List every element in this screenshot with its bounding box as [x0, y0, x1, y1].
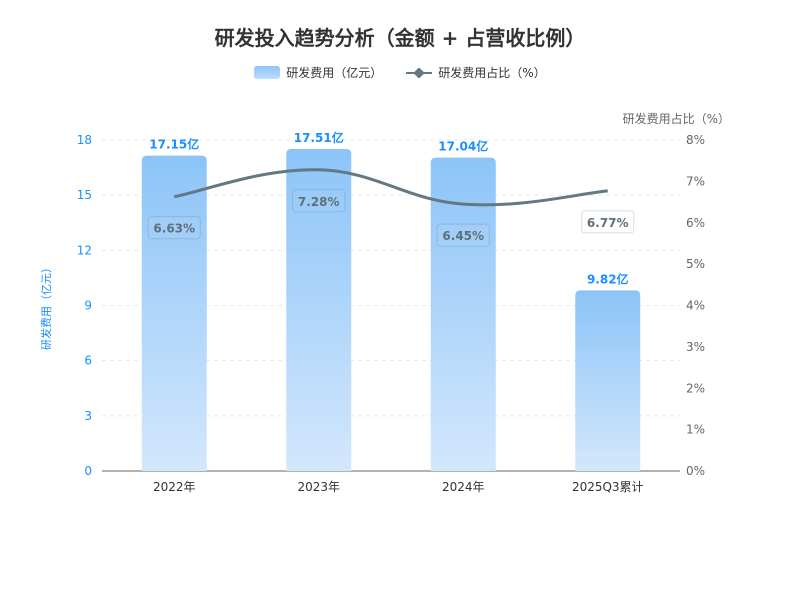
bar	[430, 157, 496, 472]
line-data-label: 6.77%	[587, 216, 629, 230]
y-right-tick-label: 5%	[686, 257, 705, 271]
y-right-tick-label: 3%	[686, 340, 705, 354]
x-tick-label: 2022年	[153, 480, 196, 494]
y-right-tick-label: 2%	[686, 381, 705, 395]
bar-data-label: 9.82亿	[587, 271, 629, 286]
y-left-tick-label: 9	[84, 299, 92, 313]
line-label-box	[147, 216, 201, 240]
line-label-box	[581, 210, 635, 234]
y-right-tick-label: 8%	[686, 133, 705, 147]
legend-bar-swatch	[254, 66, 281, 79]
legend-label: 研发费用占比（%）	[438, 66, 546, 80]
legend-item-line[interactable]: 研发费用占比（%）	[406, 64, 546, 81]
y-right-tick-label: 0%	[686, 464, 705, 478]
legend-line-swatch	[406, 67, 433, 78]
y-right-tick-label: 6%	[686, 216, 705, 230]
chart-title: 研发投入趋势分析（金额 + 占营收比例）	[214, 26, 586, 50]
bar	[575, 290, 641, 471]
legend: 研发费用（亿元） 研发费用占比（%）	[0, 64, 800, 81]
y-left-tick-label: 0	[84, 464, 92, 478]
y-right-axis-title: 研发费用占比（%）	[623, 111, 730, 126]
x-tick-label: 2025Q3累计	[572, 480, 644, 494]
line-data-label: 6.45%	[442, 229, 484, 243]
y-left-tick-label: 18	[77, 133, 92, 147]
bar-data-label: 17.04亿	[438, 139, 488, 154]
line-data-label: 7.28%	[298, 195, 340, 209]
y-left-tick-label: 6	[84, 354, 92, 368]
line-label-box	[292, 189, 346, 213]
x-tick-label: 2023年	[297, 480, 340, 494]
line-label-box	[436, 223, 490, 247]
bar-data-label: 17.15亿	[149, 137, 199, 152]
line-data-label: 6.63%	[153, 222, 195, 236]
y-right-tick-label: 1%	[686, 423, 705, 437]
line-series	[173, 168, 608, 207]
y-left-tick-label: 12	[77, 243, 92, 257]
legend-label: 研发费用（亿元）	[286, 66, 383, 80]
bar-data-label: 17.51亿	[294, 130, 344, 145]
y-left-tick-label: 15	[77, 188, 92, 202]
y-right-tick-label: 4%	[686, 299, 705, 313]
bar	[286, 149, 352, 471]
y-left-axis-title: 研发费用（亿元）	[39, 262, 53, 350]
legend-item-bar[interactable]: 研发费用（亿元）	[254, 64, 382, 81]
bar	[141, 155, 207, 471]
y-right-tick-label: 7%	[686, 174, 705, 188]
y-left-tick-label: 3	[84, 409, 92, 423]
x-tick-label: 2024年	[442, 480, 485, 494]
